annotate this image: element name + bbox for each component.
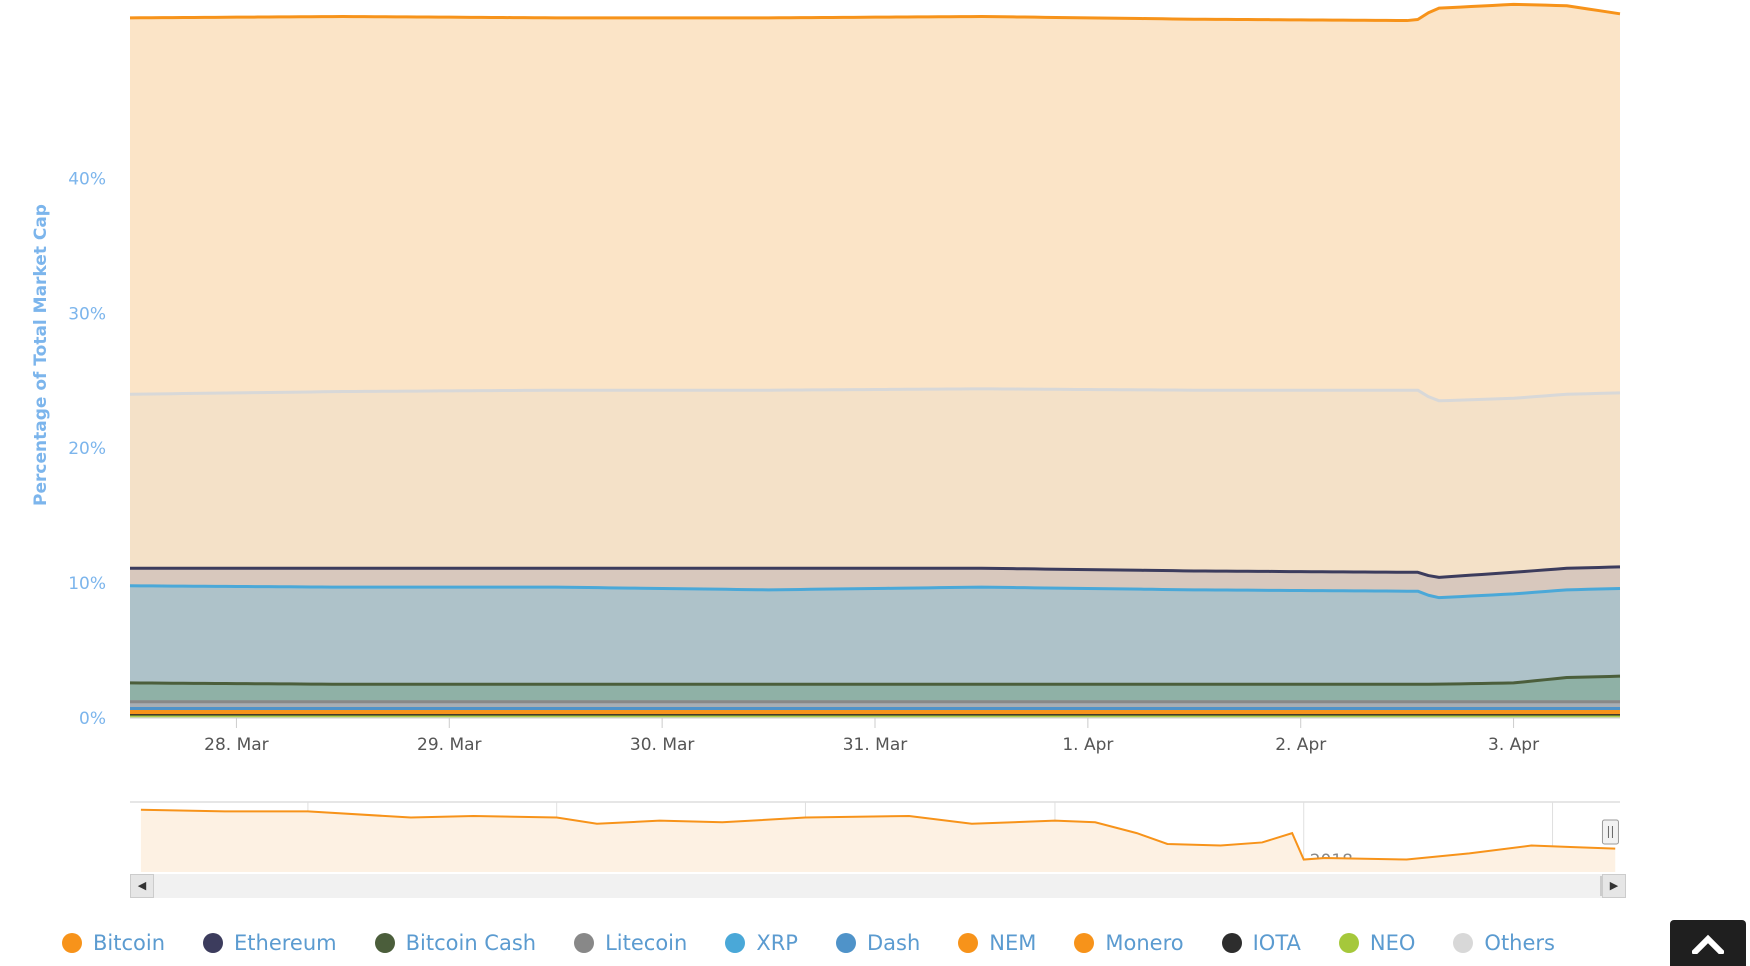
- legend-item-iota[interactable]: IOTA: [1221, 931, 1301, 955]
- legend-dot-icon: [374, 933, 395, 953]
- legend-label: XRP: [756, 931, 798, 955]
- navigator-scrollbar[interactable]: ◀ ▶: [130, 874, 1626, 898]
- area-others: [130, 388, 1620, 578]
- x-tick-label: 31. Mar: [843, 735, 908, 755]
- scroll-thumb[interactable]: [1600, 876, 1602, 896]
- legend-item-dash[interactable]: Dash: [835, 931, 921, 955]
- x-tick-label: 28. Mar: [204, 735, 269, 755]
- x-tick-label: 3. Apr: [1488, 735, 1539, 755]
- legend-label: Bitcoin: [93, 931, 166, 955]
- x-tick-label: 30. Mar: [630, 735, 695, 755]
- navigator-line: [140, 808, 1616, 861]
- x-tick-label: 1. Apr: [1062, 735, 1113, 755]
- y-tick-label: 40%: [68, 169, 106, 189]
- area-bitcoin: [130, 4, 1620, 401]
- legend-dot-icon: [1453, 933, 1474, 953]
- legend-label: Others: [1484, 931, 1555, 955]
- legend-item-ethereum[interactable]: Ethereum: [203, 931, 337, 955]
- legend-label: IOTA: [1252, 931, 1301, 955]
- legend-dot-icon: [835, 933, 856, 953]
- legend-dot-icon: [62, 933, 82, 953]
- x-tick-label: 29. Mar: [417, 735, 482, 755]
- x-axis-ticks: 28. Mar 29. Mar 30. Mar 31. Mar 1. Apr 2. Apr…: [130, 717, 1620, 755]
- legend-label: Ethereum: [234, 931, 337, 955]
- legend-label: Bitcoin Cash: [405, 931, 537, 955]
- x-tick-label: 2. Apr: [1275, 735, 1326, 755]
- navigator-area: [140, 809, 1616, 872]
- legend-label: Dash: [866, 931, 921, 955]
- legend-dot-icon: [958, 933, 979, 953]
- legend-item-neo[interactable]: NEO: [1338, 931, 1416, 955]
- series-lines: [129, 2, 1621, 717]
- scroll-right-button[interactable]: ▶: [1602, 874, 1626, 898]
- y-tick-label: 30%: [68, 304, 106, 324]
- area-litecoin: [130, 701, 1620, 709]
- y-tick-label: 10%: [68, 574, 106, 594]
- area-series: [130, 4, 1620, 718]
- y-axis-title: Percentage of Total Market Cap: [31, 204, 51, 506]
- legend-dot-icon: [725, 933, 746, 953]
- legend-item-litecoin[interactable]: Litecoin: [574, 931, 687, 955]
- y-tick-label: 0%: [79, 709, 106, 729]
- legend-label: NEM: [989, 931, 1037, 955]
- legend-item-nem[interactable]: NEM: [958, 931, 1036, 955]
- line-xrp: [129, 584, 1621, 600]
- y-axis-ticks: 0% 10% 20% 30% 40%: [68, 169, 106, 729]
- scroll-left-button[interactable]: ◀: [130, 874, 154, 898]
- legend-dot-icon: [1221, 933, 1242, 953]
- legend-item-xrp[interactable]: XRP: [725, 931, 798, 955]
- legend-dot-icon: [1074, 933, 1095, 953]
- line-bitcoin: [129, 2, 1621, 23]
- line-others: [129, 387, 1621, 403]
- line-bitcoin-cash: [129, 674, 1621, 686]
- area-xrp: [130, 585, 1620, 685]
- legend-dot-icon: [1338, 933, 1359, 953]
- scroll-to-top-button[interactable]: [1670, 920, 1746, 966]
- area-bitcoin-cash: [130, 676, 1620, 702]
- chevron-up-icon: [1692, 934, 1724, 954]
- legend-item-others[interactable]: Others: [1453, 931, 1555, 955]
- legend-label: Litecoin: [605, 931, 688, 955]
- navigator-handle[interactable]: [1601, 819, 1619, 845]
- legend-label: Monero: [1105, 931, 1184, 955]
- legend-item-bitcoin-cash[interactable]: Bitcoin Cash: [374, 931, 537, 955]
- line-ethereum: [130, 565, 1621, 579]
- legend-dot-icon: [574, 933, 595, 953]
- legend-item-monero[interactable]: Monero: [1074, 931, 1184, 955]
- legend-item-bitcoin[interactable]: Bitcoin: [62, 931, 165, 955]
- navigator[interactable]: 201420152016201720182019: [130, 801, 1620, 872]
- legend-label: NEO: [1369, 931, 1416, 955]
- y-tick-label: 20%: [68, 439, 106, 459]
- legend-dot-icon: [203, 933, 224, 953]
- chart-legend: Bitcoin Ethereum Bitcoin Cash Litecoin XRP Da…: [0, 926, 1680, 960]
